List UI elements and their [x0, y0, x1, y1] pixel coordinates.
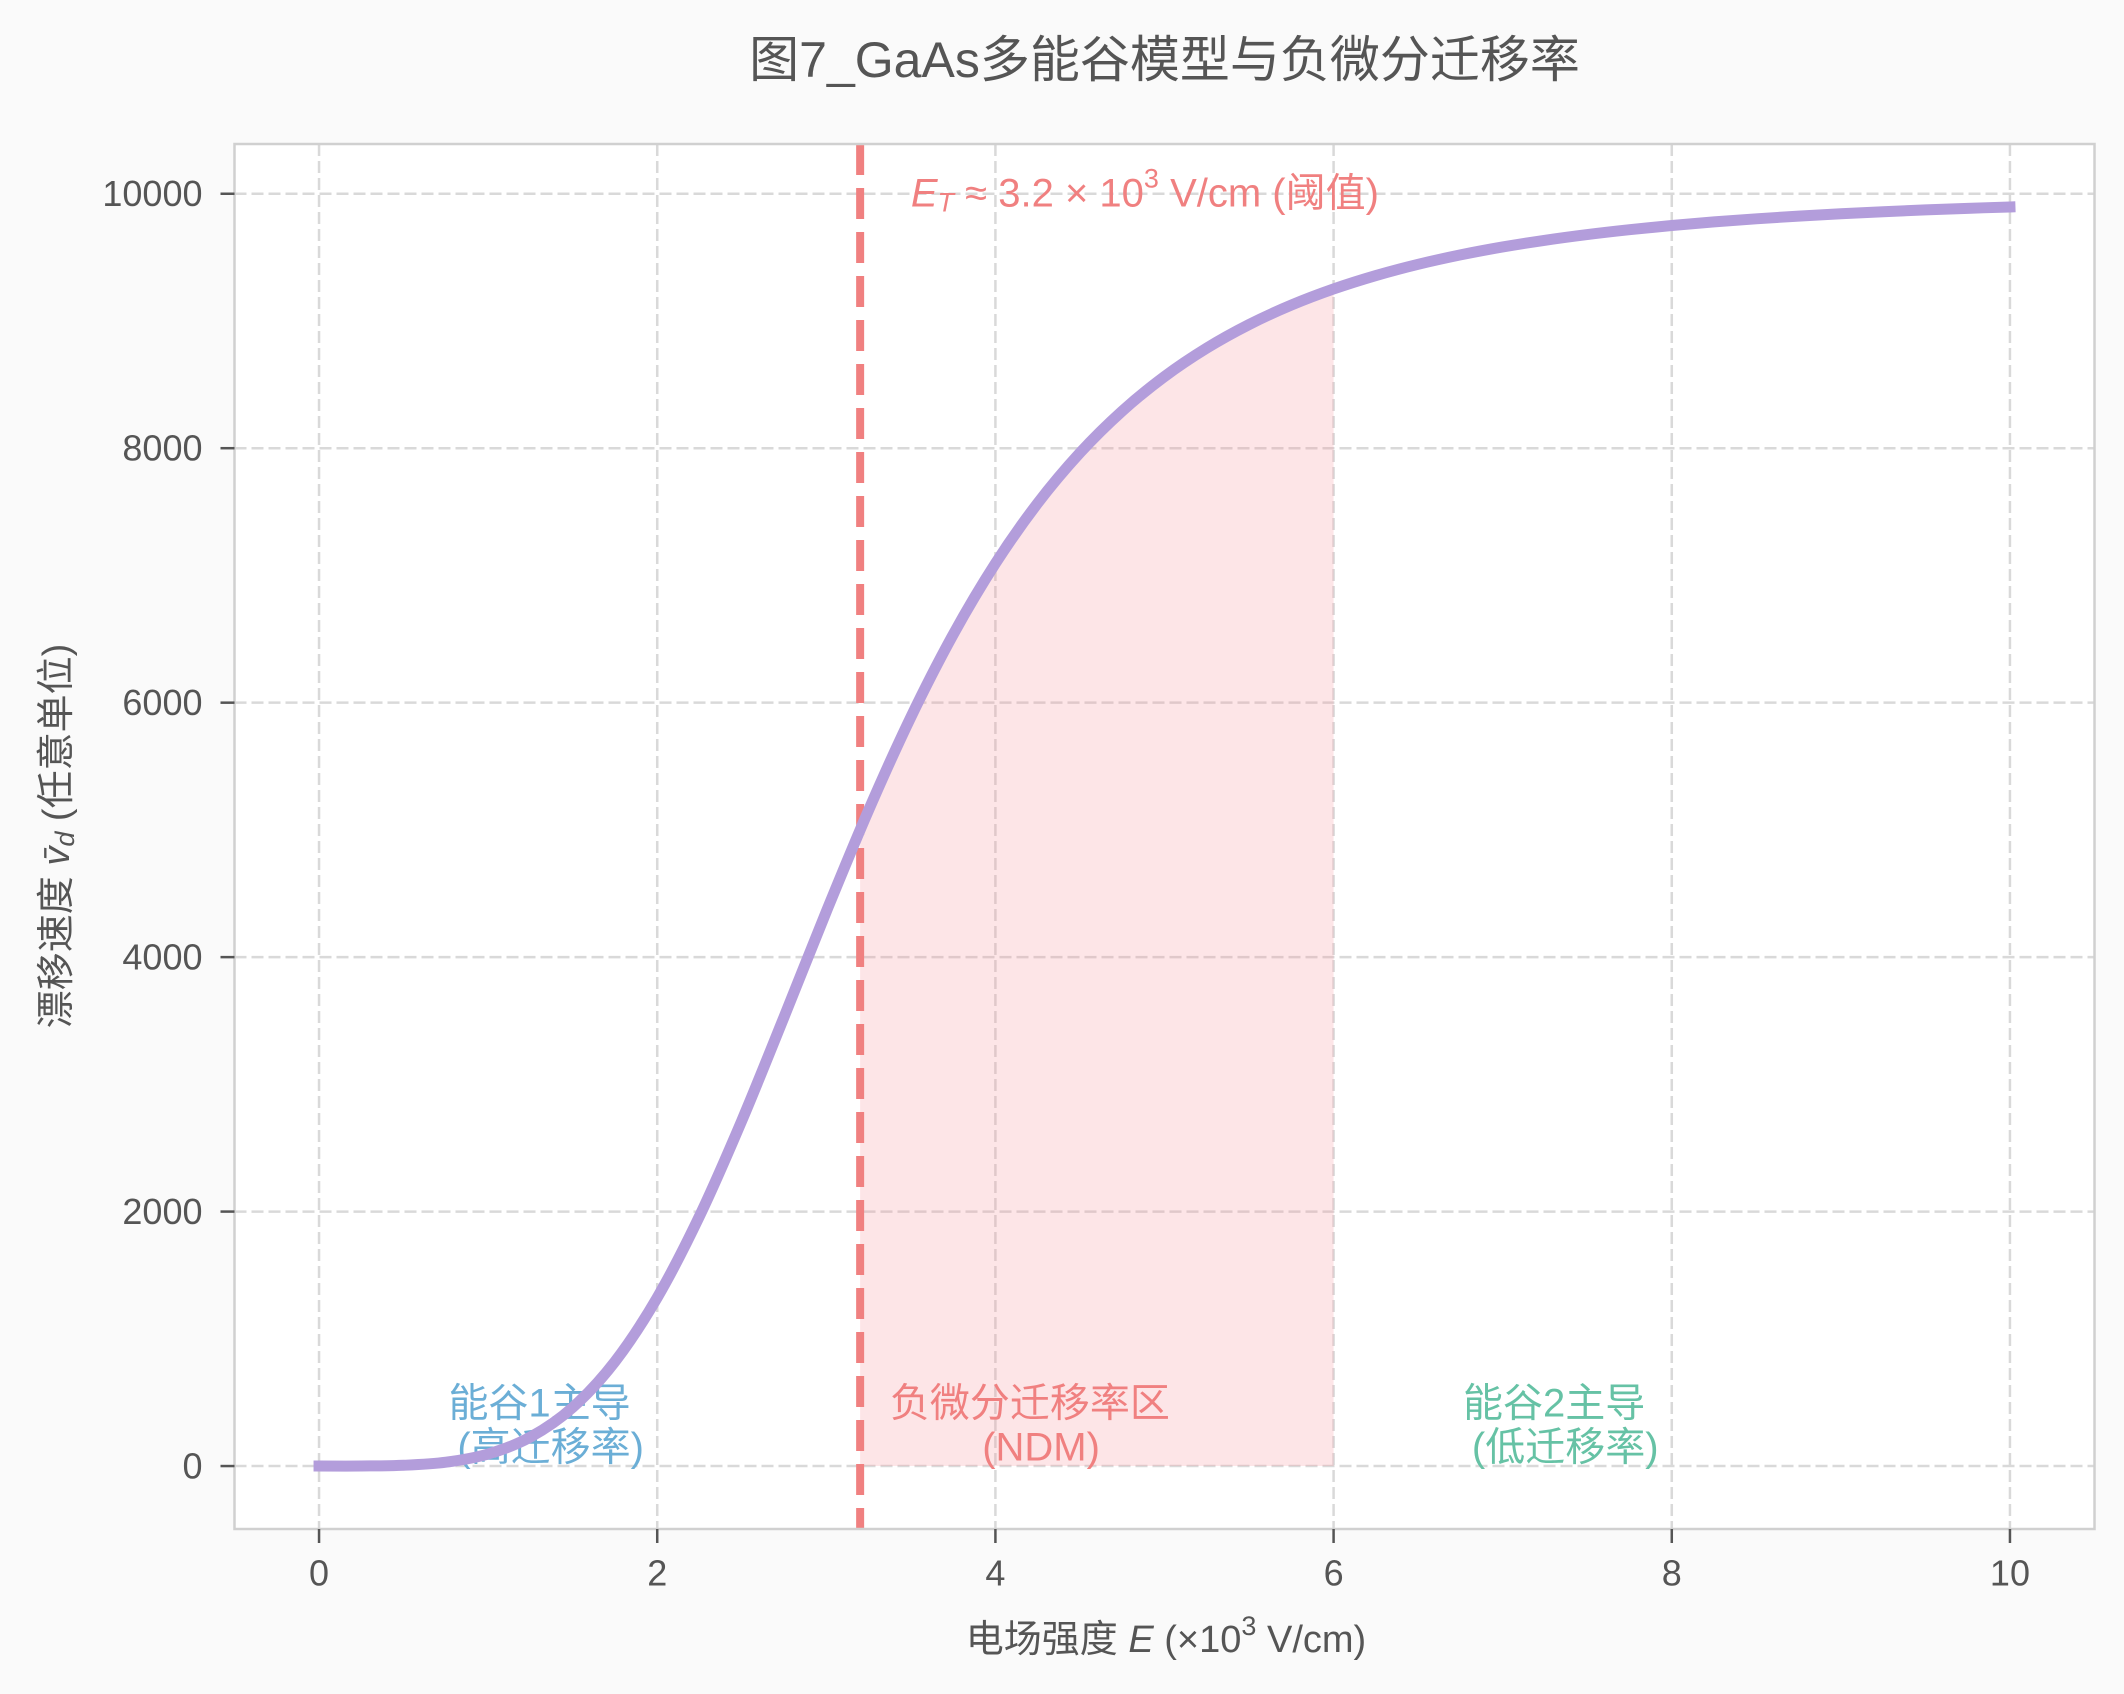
y-axis-label: 漂移速度 v̄d (任意单位) — [36, 644, 80, 1028]
threshold-subscript: T — [938, 188, 957, 218]
y-tick-label: 4000 — [122, 937, 202, 978]
annotation-line: 能谷2主导 — [1463, 1381, 1645, 1425]
threshold-symbol: E — [911, 172, 939, 216]
valley1-dominant-annotation: 能谷1主导 (高迁移率) — [0, 0, 731, 1469]
x-label-exponent: 3 — [1241, 1611, 1256, 1641]
y-tick-label: 10000 — [102, 173, 202, 214]
annotation-line: 能谷1主导 — [448, 1381, 630, 1425]
x-tick-label: 6 — [1324, 1553, 1344, 1594]
threshold-annotation: ET ≈ 3.2 × 103 V/cm (阈值) — [911, 164, 1379, 218]
x-label-unit: V/cm) — [1256, 1619, 1366, 1661]
ndm-shaded-region — [860, 288, 1334, 1467]
x-tick-label: 10 — [1990, 1553, 2030, 1594]
y-label-prefix: 漂移速度 — [36, 866, 78, 1029]
valley2-dominant-annotation: 能谷2主导 (低迁移率) — [1463, 1381, 1659, 1469]
y-label-subscript: d — [50, 831, 80, 847]
x-label-variable: E — [1128, 1619, 1154, 1661]
y-axis-ticks: 0 2000 4000 6000 8000 10000 — [102, 173, 235, 1487]
grid-lines — [234, 144, 2095, 1529]
x-axis-label: 电场强度 E (×103 V/cm) — [966, 1611, 1366, 1661]
y-tick-label: 0 — [182, 1446, 202, 1487]
y-tick-label: 2000 — [122, 1191, 202, 1232]
x-tick-label: 0 — [309, 1553, 329, 1594]
y-label-variable: v̄ — [36, 845, 78, 866]
x-tick-label: 2 — [647, 1553, 667, 1594]
x-label-scale: (×10 — [1154, 1619, 1242, 1661]
x-axis-ticks: 0 2 4 6 8 10 — [309, 1529, 2030, 1594]
chart-title: 图7_GaAs多能谷模型与负微分迁移率 — [749, 32, 1580, 88]
threshold-value: ≈ 3.2 × 10 — [954, 172, 1144, 216]
annotation-line: (NDM) — [982, 1425, 1100, 1469]
annotations: ET ≈ 3.2 × 103 V/cm (阈值) 能谷1主导 (高迁移率) 负微… — [0, 0, 1659, 1470]
annotation-line: (高迁移率) — [457, 1425, 644, 1469]
annotation-line: (低迁移率) — [1472, 1425, 1659, 1469]
drift-velocity-curve — [313, 201, 2016, 1472]
x-label-prefix: 电场强度 — [966, 1619, 1129, 1661]
threshold-exponent: 3 — [1144, 164, 1159, 194]
y-tick-label: 8000 — [122, 428, 202, 469]
plot-area: ET ≈ 3.2 × 103 V/cm (阈值) 能谷1主导 (高迁移率) 负微… — [0, 0, 2096, 1531]
x-tick-label: 4 — [985, 1553, 1005, 1594]
drift-velocity-line — [313, 201, 2016, 1472]
x-tick-label: 8 — [1662, 1553, 1682, 1594]
threshold-unit: V/cm (阈值) — [1159, 172, 1379, 216]
ndm-fill — [860, 288, 1334, 1467]
y-tick-label: 6000 — [122, 682, 202, 723]
ndm-region-annotation: 负微分迁移率区 (NDM) — [890, 1381, 1170, 1469]
axes-frame — [233, 142, 2096, 1531]
annotation-line: 负微分迁移率区 — [890, 1381, 1170, 1425]
y-label-unit: (任意单位) — [36, 644, 78, 832]
